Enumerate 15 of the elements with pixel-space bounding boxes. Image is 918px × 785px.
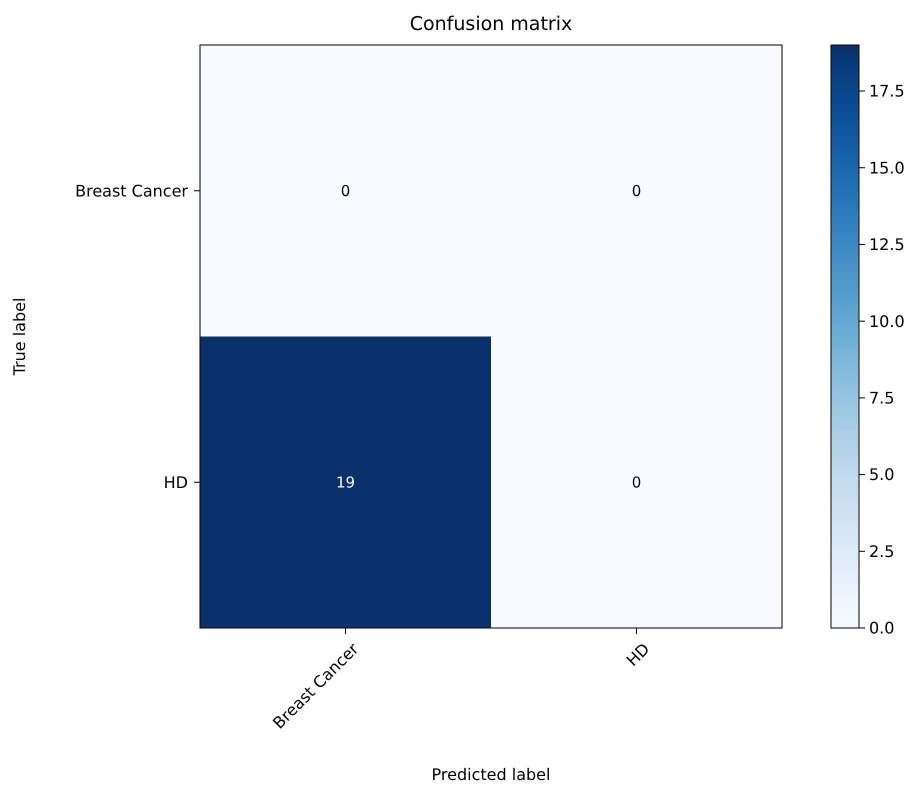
data-label: 0 bbox=[632, 474, 642, 492]
color-bar-label: 10.0 bbox=[869, 312, 905, 331]
data-label: 19 bbox=[336, 474, 356, 492]
data-label: 0 bbox=[340, 182, 350, 200]
x-axis-title: Predicted label bbox=[432, 765, 550, 784]
color-bar-label: 2.5 bbox=[869, 542, 894, 561]
y-axis-title: True label bbox=[10, 298, 29, 376]
color-bar-label: 12.5 bbox=[869, 235, 905, 254]
color-bar-label: 5.0 bbox=[869, 465, 894, 484]
color-bar-label: 0.0 bbox=[869, 618, 894, 638]
color-bar-label: 15.0 bbox=[869, 158, 905, 178]
chart-title: Confusion matrix bbox=[410, 13, 572, 35]
color-bar-label: 7.5 bbox=[869, 388, 894, 408]
color-bar-label: 17.5 bbox=[869, 82, 905, 101]
data-label: 0 bbox=[632, 182, 642, 200]
